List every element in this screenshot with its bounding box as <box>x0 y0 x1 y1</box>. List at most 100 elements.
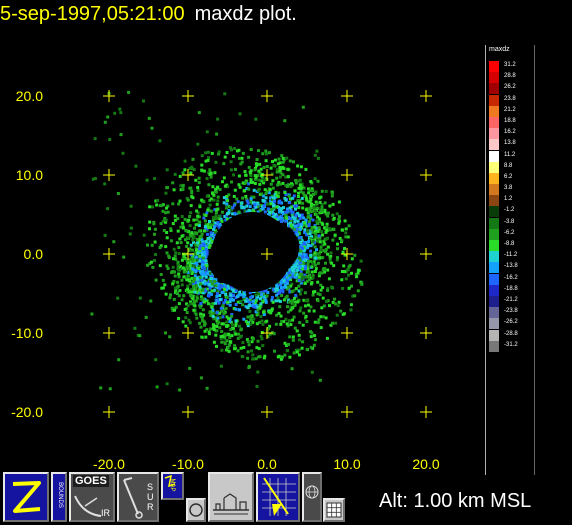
grid-crosshair <box>420 327 432 339</box>
x-tick-label: -20.0 <box>93 456 125 470</box>
legend-label: 16.2 <box>504 129 516 136</box>
legend-swatch <box>489 318 499 330</box>
legend-label: 3.8 <box>504 185 513 192</box>
legend-label: -3.8 <box>504 218 515 225</box>
grid-crosshair <box>261 406 273 418</box>
legend-swatch <box>489 307 499 319</box>
grid-crosshair <box>420 248 432 260</box>
grid-crosshair <box>182 248 194 260</box>
legend-swatch <box>489 206 499 218</box>
bounds-label: BOUNDS <box>57 482 63 508</box>
grid-crosshair <box>420 90 432 102</box>
grid-radar-button[interactable] <box>256 472 300 522</box>
y-tick-label: 0.0 <box>24 246 44 262</box>
grid-crosshair <box>420 406 432 418</box>
legend-swatch <box>489 262 499 274</box>
grid-crosshair <box>261 169 273 181</box>
legend-swatch <box>489 195 499 207</box>
x-tick-label: -10.0 <box>172 456 204 470</box>
legend-swatch <box>489 295 499 307</box>
legend-label: -1.2 <box>504 207 515 214</box>
legend-swatch <box>489 83 499 95</box>
legend-label: 21.2 <box>504 106 516 113</box>
goes-ir-button[interactable]: GOES IR <box>69 472 115 522</box>
legend-swatch <box>489 94 499 106</box>
table-button[interactable] <box>323 498 345 522</box>
toolbar: BOUNDS GOES IR SUR MAP <box>3 472 348 522</box>
grid-crosshair <box>103 327 115 339</box>
legend-swatch <box>489 273 499 285</box>
bounds-button[interactable]: BOUNDS <box>51 472 67 522</box>
grid-crosshair <box>103 169 115 181</box>
grid-crosshair <box>341 406 353 418</box>
grid-crosshair <box>182 406 194 418</box>
cross-section-button[interactable] <box>208 472 254 522</box>
grid-crosshair <box>420 169 432 181</box>
y-tick-label: 10.0 <box>16 167 43 183</box>
ir-label: IR <box>101 508 110 518</box>
legend-label: -6.2 <box>504 229 515 236</box>
legend-swatch <box>489 172 499 184</box>
legend-label: 28.8 <box>504 73 516 80</box>
altitude-label: Alt: 1.00 km MSL <box>379 490 532 512</box>
legend-label: -18.8 <box>504 285 518 292</box>
y-tick-label: -10.0 <box>11 325 43 341</box>
legend-label: -11.2 <box>504 252 518 259</box>
legend-label: 13.8 <box>504 140 516 147</box>
legend-swatch <box>489 161 499 173</box>
x-tick-label: 20.0 <box>412 456 439 470</box>
plot-date: 5-sep-1997,05:21:00 <box>0 3 185 25</box>
x-axis-labels: -20.0 -10.0 0.0 10.0 20.0 <box>93 456 440 470</box>
legend-swatch <box>489 217 499 229</box>
legend-swatch <box>489 61 499 72</box>
legend-label: 31.2 <box>504 62 516 68</box>
grid-crosshair <box>261 248 273 260</box>
plot-name: maxdz plot. <box>194 3 297 25</box>
grid-crosshair <box>103 248 115 260</box>
legend-swatch <box>489 228 499 240</box>
map-button[interactable]: MAP <box>161 472 184 500</box>
legend-swatch <box>489 284 499 296</box>
y-tick-label: 20.0 <box>16 88 43 104</box>
globe-icon <box>305 485 319 499</box>
legend-swatch <box>489 150 499 162</box>
legend-swatch <box>489 240 499 251</box>
legend-label: -28.8 <box>504 330 518 337</box>
surface-button[interactable]: SUR <box>117 472 159 522</box>
legend-swatch <box>489 329 499 341</box>
legend-label: -16.2 <box>504 274 518 281</box>
z-logo-icon <box>12 481 41 513</box>
grid-crosshair <box>341 327 353 339</box>
grid-crosshair <box>341 169 353 181</box>
eye-ring <box>212 212 292 292</box>
legend-swatch <box>489 139 499 151</box>
circle-icon <box>189 503 203 517</box>
spherical-button[interactable] <box>302 472 322 522</box>
legend-swatch <box>489 251 499 263</box>
legend-label: -21.2 <box>504 296 518 303</box>
x-tick-label: 0.0 <box>257 456 277 470</box>
satellite-dish-icon <box>74 495 102 517</box>
legend-label: 11.2 <box>504 151 516 158</box>
color-legend: maxdz 31.2 28.8 26.2 23.8 21.2 18.8 16.2 13.8 11… <box>485 45 535 475</box>
legend-swatch <box>489 184 499 196</box>
grid-crosshair <box>182 327 194 339</box>
map-label: MAP <box>169 478 175 492</box>
wind-barb-icon <box>123 477 143 519</box>
legend-label: -26.2 <box>504 319 518 326</box>
map-icon <box>164 474 176 488</box>
zoom-button[interactable] <box>3 472 49 522</box>
legend-label: 23.8 <box>504 95 516 102</box>
circle-button[interactable] <box>186 498 206 522</box>
grid-crosshair <box>341 90 353 102</box>
goes-label: GOES <box>73 475 109 487</box>
legend-label: 26.2 <box>504 84 516 91</box>
table-grid-icon <box>326 502 342 518</box>
y-tick-label: -20.0 <box>11 404 43 420</box>
legend-swatch <box>489 340 499 352</box>
sur-label: SUR <box>147 482 154 512</box>
grid-crosshair <box>182 169 194 181</box>
y-axis-labels: 20.0 10.0 0.0 -10.0 -20.0 <box>11 88 43 420</box>
legend-label: 18.8 <box>504 117 516 124</box>
x-tick-label: 10.0 <box>333 456 360 470</box>
